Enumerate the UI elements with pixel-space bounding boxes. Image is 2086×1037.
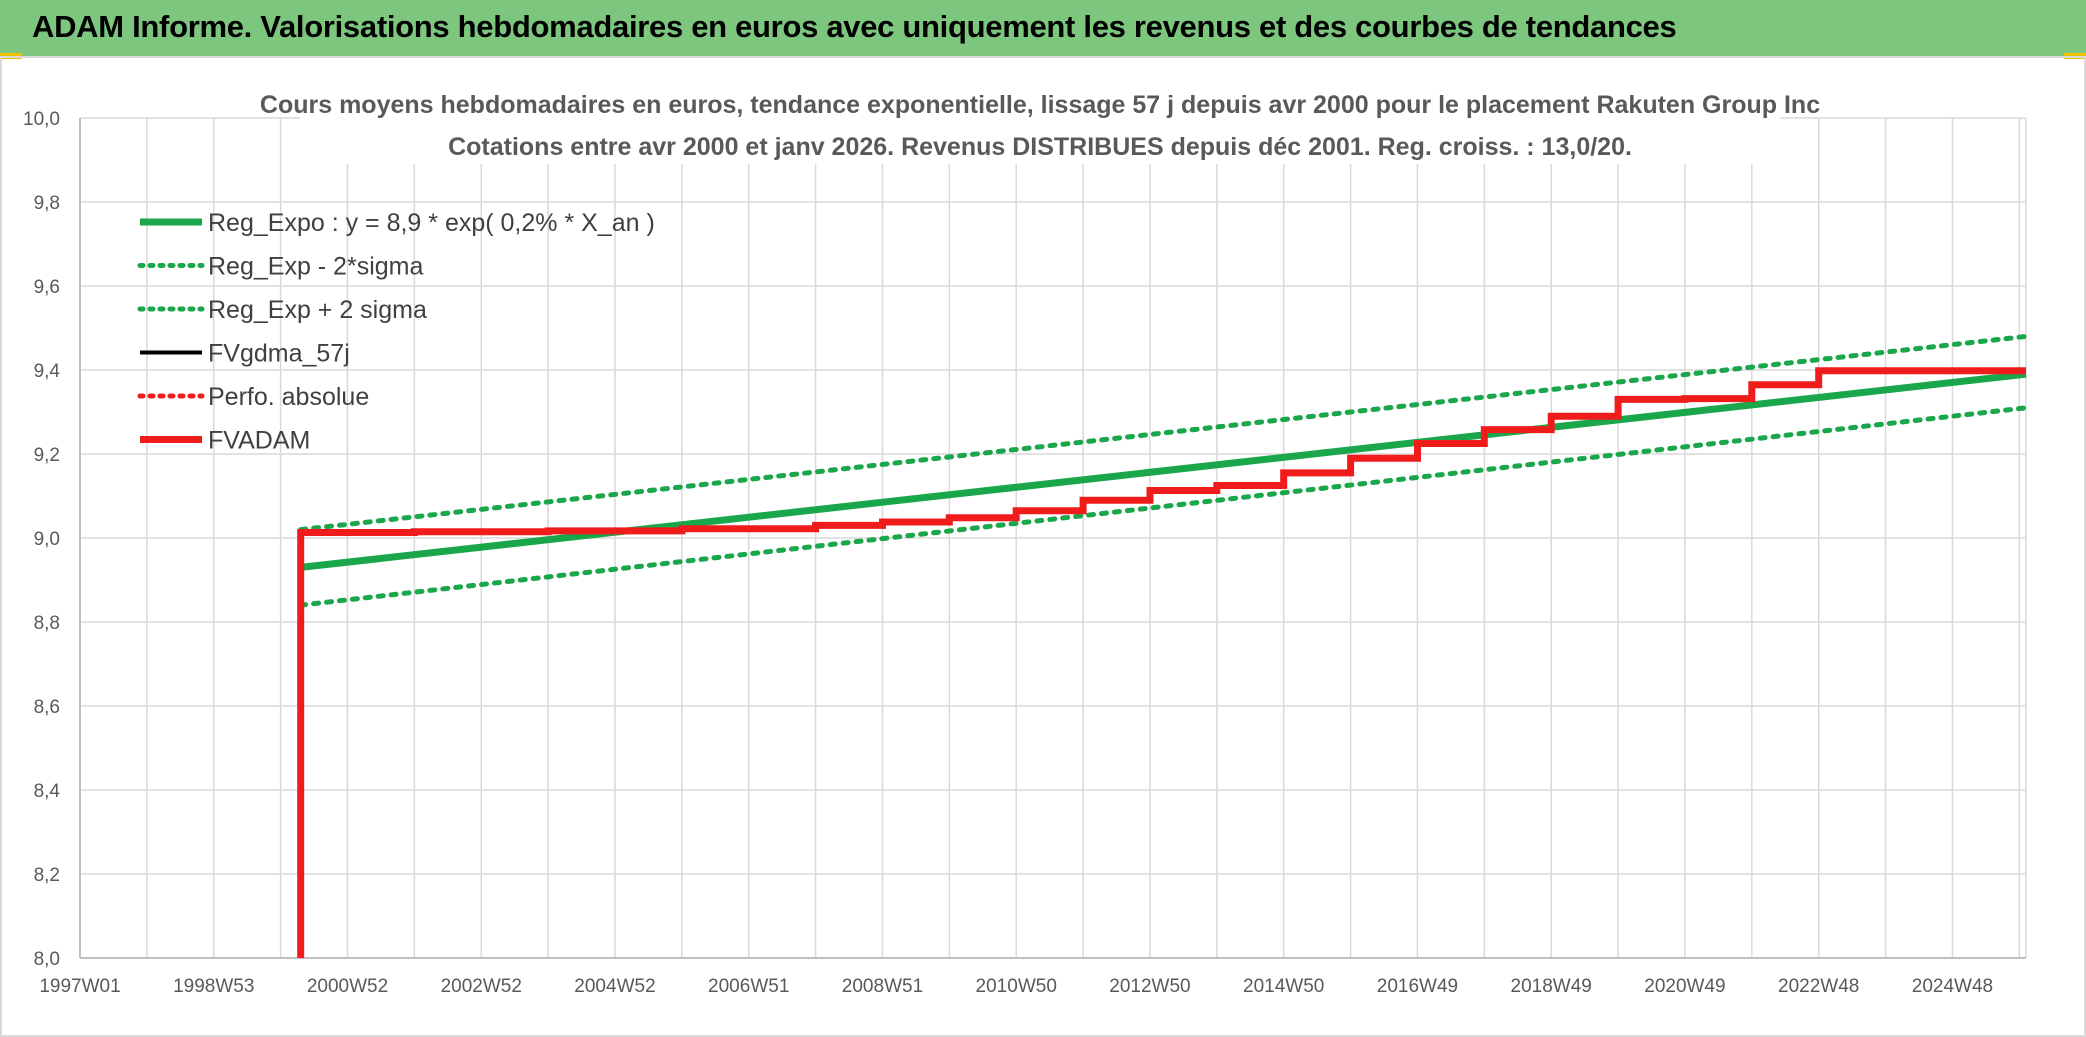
report-title: ADAM Informe. Valorisations hebdomadaire…: [32, 9, 1677, 44]
legend-label: Reg_Exp + 2 sigma: [208, 296, 427, 324]
legend-label: Perfo. absolue: [208, 383, 369, 411]
x-tick-label: 2022W48: [1778, 976, 1859, 997]
x-tick-label: 2020W49: [1644, 976, 1725, 997]
y-tick-label: 8,8: [34, 613, 60, 634]
legend: Reg_Expo : y = 8,9 * exp( 0,2% * X_an ) R…: [137, 209, 655, 455]
x-tick-label: 1997W01: [39, 976, 120, 997]
y-tick-label: 9,8: [34, 193, 60, 214]
y-tick-label: 8,0: [34, 949, 60, 970]
axes: 10,0 9,8 9,6 9,4 9,2 9,0 8,8 8,6 8,4 8,2 8,0 1997W0…: [23, 109, 2026, 997]
y-tick-label: 8,2: [34, 865, 60, 886]
series-layer: [297, 333, 2029, 958]
title-background: [300, 84, 1780, 164]
series-line-4: [301, 371, 2026, 533]
legend-label: Reg_Exp - 2*sigma: [208, 253, 423, 281]
y-tick-label: 8,4: [34, 781, 61, 802]
x-tick-label: 2014W50: [1243, 976, 1324, 997]
series-line-5: [297, 367, 2026, 958]
x-tick-label: 2016W49: [1377, 976, 1458, 997]
legend-label: FVgdma_57j: [208, 340, 350, 368]
y-tick-label: 9,4: [34, 361, 61, 382]
series-line-0: [300, 370, 2027, 571]
y-tick-label: 8,6: [34, 697, 60, 718]
y-tick-label: 9,6: [34, 277, 60, 298]
y-tick-label: 10,0: [23, 109, 60, 130]
x-tick-label: 2002W52: [441, 976, 522, 997]
legend-label: FVADAM: [208, 427, 310, 455]
x-tick-label: 2024W48: [1912, 976, 1993, 997]
series-line-1: [298, 405, 2029, 608]
x-tick-label: 2012W50: [1109, 976, 1190, 997]
chart-title: Cours moyens hebdomadaires en euros, ten…: [260, 84, 1820, 164]
y-tick-label: 9,2: [34, 445, 60, 466]
grid: [79, 117, 2027, 959]
chart-frame: [0, 56, 2086, 1037]
x-tick-label: 2010W50: [976, 976, 1057, 997]
x-tick-label: 2018W49: [1511, 976, 1592, 997]
x-tick-label: 2006W51: [708, 976, 789, 997]
series-line-2: [298, 333, 2029, 533]
x-tick-label: 2008W51: [842, 976, 923, 997]
x-tick-label: 1998W53: [173, 976, 254, 997]
chart-title-line-2: Cotations entre avr 2000 et janv 2026. R…: [448, 133, 1632, 161]
chart-title-line-1: Cours moyens hebdomadaires en euros, ten…: [260, 91, 1820, 119]
x-tick-label: 2000W52: [307, 976, 388, 997]
x-tick-label: 2004W52: [574, 976, 655, 997]
y-tick-label: 9,0: [34, 529, 60, 550]
legend-label: Reg_Expo : y = 8,9 * exp( 0,2% * X_an ): [208, 209, 655, 237]
report-banner: ADAM Informe. Valorisations hebdomadaire…: [0, 0, 2086, 56]
